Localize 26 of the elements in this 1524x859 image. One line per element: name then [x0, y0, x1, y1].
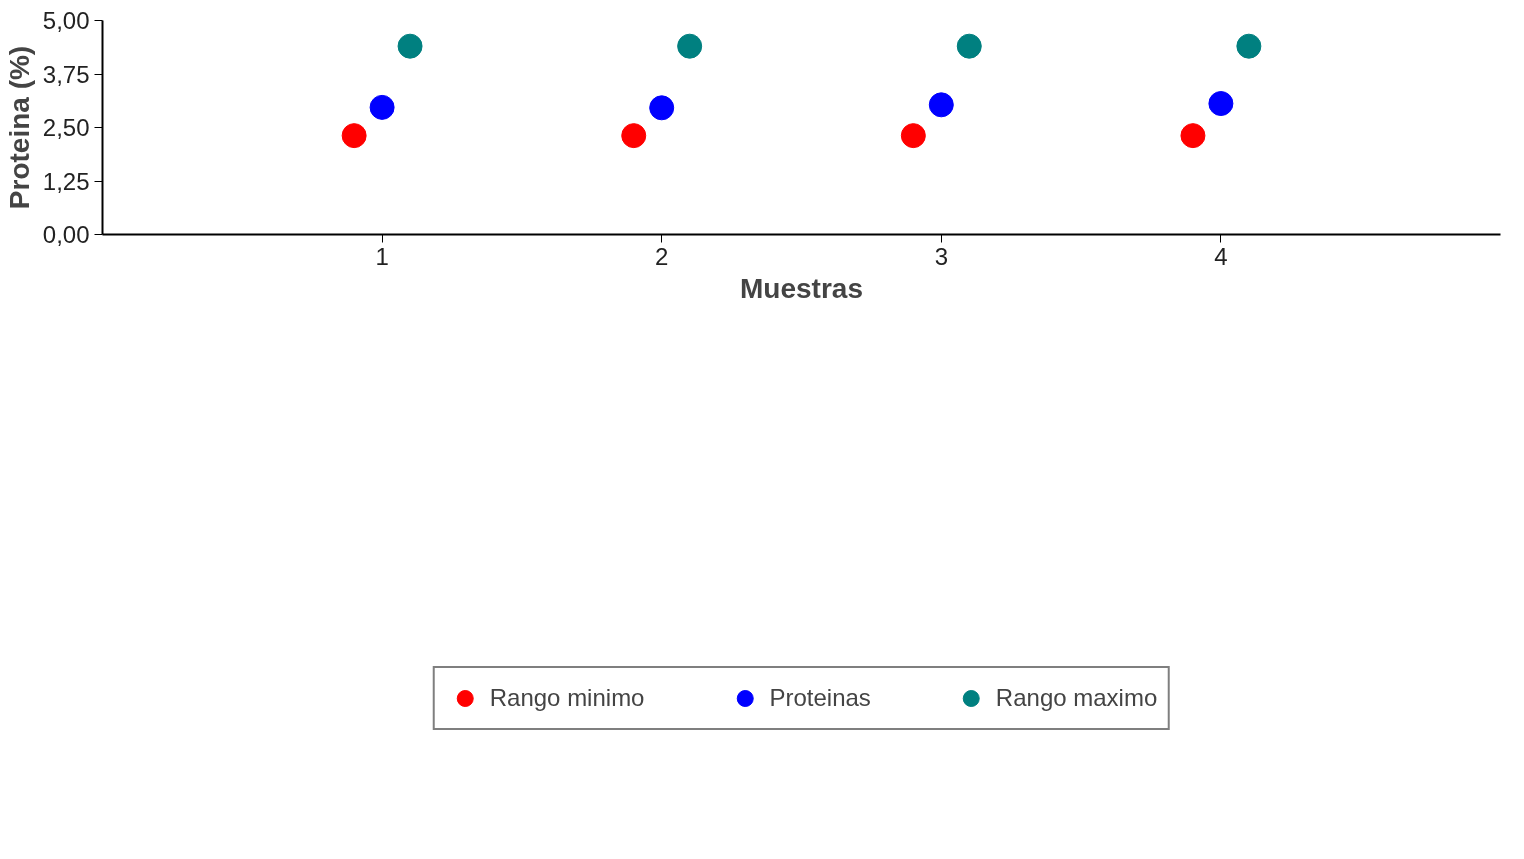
y-tick-label: 5,00	[42, 7, 90, 34]
point	[956, 33, 982, 59]
y-tick-label: 0,00	[42, 221, 90, 248]
y-tick-label: 2,50	[42, 114, 90, 141]
x-axis-title: Muestras	[740, 272, 863, 304]
legend-label: Proteinas	[769, 684, 871, 712]
y-tick-label: 1,25	[42, 167, 90, 195]
point	[621, 123, 647, 149]
x-tick-label: 4	[1214, 242, 1228, 270]
point	[369, 94, 395, 120]
point	[1236, 33, 1262, 59]
point	[649, 95, 675, 121]
x-tick-label: 3	[934, 242, 948, 270]
point	[341, 123, 367, 149]
point	[1180, 123, 1206, 149]
point	[397, 33, 423, 59]
point	[1208, 91, 1234, 117]
x-tick-label: 2	[655, 242, 669, 270]
point	[900, 123, 926, 149]
point	[928, 92, 954, 118]
y-axis-title: Proteina (%)	[3, 45, 35, 210]
x-tick-label: 1	[375, 242, 389, 270]
legend-label: Rango maximo	[995, 684, 1158, 712]
y-tick-label: 3,75	[42, 60, 90, 88]
point	[677, 33, 703, 59]
legend-label: Rango minimo	[489, 684, 645, 712]
